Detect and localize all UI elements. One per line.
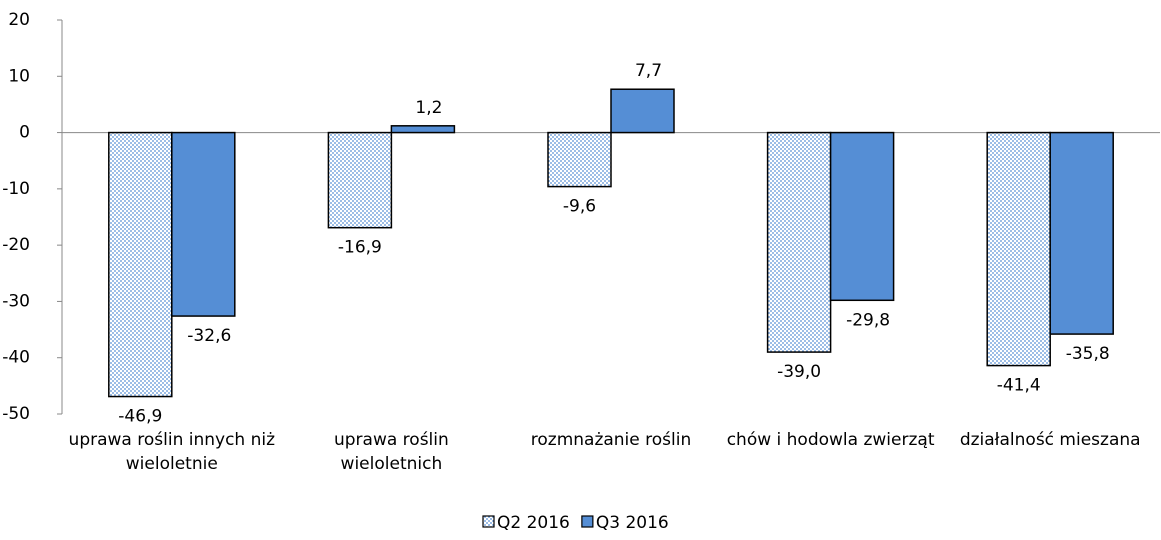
data-label: -46,9 [118,407,162,427]
bar [610,88,675,134]
y-tick-label: 20 [8,10,30,30]
legend-swatch [482,515,495,528]
data-label: -29,8 [846,310,890,330]
x-tick-label: uprawa roślin wieloletnich [333,430,449,474]
bar [108,131,173,398]
y-tick-label: -30 [2,291,30,311]
data-label: -16,9 [338,238,382,258]
data-label: 1,2 [415,98,442,118]
bar [829,131,895,302]
legend-label: Q2 2016 [497,513,570,533]
data-label: -9,6 [563,197,596,217]
data-label: -35,8 [1066,344,1110,364]
x-tick-label: uprawa roślin innych niż wieloletnie [68,430,276,474]
x-tick-label: chów i hodowla zwierząt [726,430,935,450]
y-tick-label: -40 [2,348,30,368]
data-label: -32,6 [187,326,231,346]
data-label: -41,4 [997,376,1041,396]
bar [1049,131,1114,335]
legend-label: Q3 2016 [596,513,669,533]
bar [766,131,832,353]
x-tick-label: rozmnażanie roślin [530,430,692,450]
y-tick-label: 10 [8,66,30,86]
bar [327,131,393,229]
y-tick-label: 0 [19,123,30,143]
bar [390,125,456,134]
bar [547,131,612,188]
data-label: -39,0 [777,362,821,382]
y-tick-label: -10 [2,179,30,199]
x-tick-label: działalność mieszana [959,430,1141,450]
data-label: 7,7 [635,61,662,81]
y-tick-label: -50 [2,404,30,424]
bar [986,131,1051,367]
legend-swatch [581,515,594,528]
bar [171,131,236,317]
y-tick-label: -20 [2,235,30,255]
